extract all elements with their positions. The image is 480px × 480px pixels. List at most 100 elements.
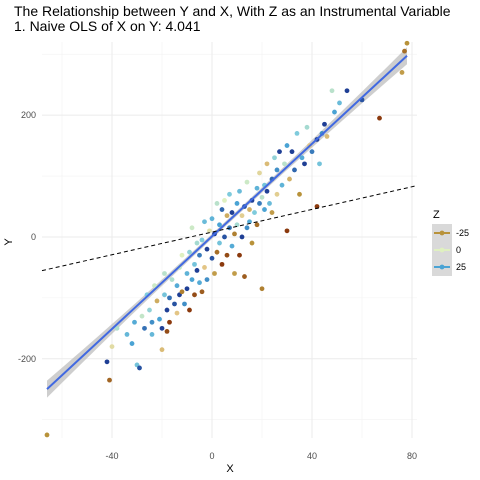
data-point — [159, 347, 165, 353]
data-point — [304, 124, 310, 130]
data-point — [317, 161, 322, 167]
data-point — [377, 115, 382, 121]
data-point — [199, 237, 205, 243]
data-point — [154, 298, 160, 304]
data-point — [332, 109, 337, 115]
legend-key-point — [439, 264, 445, 270]
data-point — [162, 271, 167, 276]
data-point — [199, 289, 205, 295]
data-point — [247, 219, 252, 225]
data-point — [404, 40, 410, 46]
x-tick-label: -40 — [105, 451, 118, 461]
data-point — [189, 225, 195, 231]
legend-label: 0 — [456, 245, 461, 255]
x-tick-label: 40 — [307, 451, 317, 461]
data-point — [167, 295, 172, 301]
data-point — [139, 313, 145, 319]
data-point — [179, 289, 185, 295]
data-point — [219, 207, 225, 212]
data-point — [174, 310, 180, 316]
chart-subtitle: 1. Naive OLS of X on Y: 4.041 — [14, 18, 201, 34]
data-point — [284, 228, 290, 234]
data-point — [207, 228, 212, 234]
x-tick-label: 0 — [209, 451, 214, 461]
data-point — [209, 216, 215, 222]
data-point — [222, 234, 227, 240]
data-point — [224, 252, 230, 258]
data-point — [147, 307, 152, 313]
data-point — [192, 261, 197, 267]
data-point — [132, 319, 137, 325]
data-point — [167, 319, 172, 325]
data-point — [209, 255, 215, 261]
data-point — [232, 231, 237, 237]
data-point — [302, 161, 307, 167]
data-point — [239, 234, 245, 240]
grid — [42, 42, 417, 438]
data-point — [172, 301, 177, 307]
data-point — [264, 161, 270, 167]
y-axis-title: Y — [3, 238, 15, 246]
data-point — [187, 307, 192, 313]
naive-ols-line — [41, 185, 418, 272]
data-point — [282, 161, 287, 167]
data-point — [202, 219, 207, 225]
data-point — [232, 271, 237, 276]
data-point — [262, 207, 267, 212]
data-point — [264, 188, 270, 194]
data-point — [344, 88, 350, 94]
data-point — [157, 316, 162, 322]
data-point — [129, 341, 135, 346]
data-point — [337, 100, 342, 106]
data-point — [329, 88, 335, 94]
data-point — [162, 292, 167, 298]
data-point — [114, 325, 120, 331]
data-point — [237, 188, 242, 194]
data-point — [234, 201, 240, 206]
data-point — [222, 198, 227, 203]
data-point — [287, 176, 292, 182]
data-point — [197, 252, 202, 258]
chart-title: The Relationship between Y and X, With Z… — [14, 3, 451, 19]
data-point — [107, 377, 112, 383]
data-point — [204, 246, 210, 252]
data-point — [184, 271, 190, 276]
data-point — [224, 213, 230, 219]
data-point — [124, 332, 130, 337]
legend-title: Z — [433, 209, 440, 221]
data-point — [259, 286, 265, 292]
data-point — [137, 365, 142, 371]
y-tick-label: 200 — [21, 110, 36, 120]
data-point — [214, 249, 220, 255]
data-point — [142, 325, 147, 331]
data-point — [212, 271, 217, 276]
data-point — [294, 130, 300, 136]
data-point — [399, 70, 405, 75]
data-point — [257, 170, 262, 176]
data-point — [297, 191, 302, 197]
legend: Z -25 0 25 — [432, 209, 469, 276]
data-point — [242, 274, 247, 279]
data-point — [277, 149, 282, 155]
data-point — [227, 191, 232, 197]
data-point — [174, 283, 180, 289]
data-point — [202, 265, 207, 270]
data-point — [104, 359, 110, 365]
data-point — [254, 185, 260, 191]
tick-labels: -40 0 40 80 -200 0 200 — [18, 110, 417, 461]
data-point — [194, 268, 200, 273]
data-point — [244, 179, 250, 185]
data-point — [402, 48, 407, 54]
scatter-points — [44, 40, 410, 438]
data-point — [217, 240, 222, 246]
data-point — [274, 191, 280, 197]
legend-label: 25 — [456, 262, 466, 272]
data-point — [247, 207, 252, 212]
data-point — [184, 286, 190, 292]
data-point — [152, 283, 157, 289]
data-point — [217, 222, 222, 228]
data-point — [219, 261, 225, 267]
data-point — [254, 222, 260, 228]
